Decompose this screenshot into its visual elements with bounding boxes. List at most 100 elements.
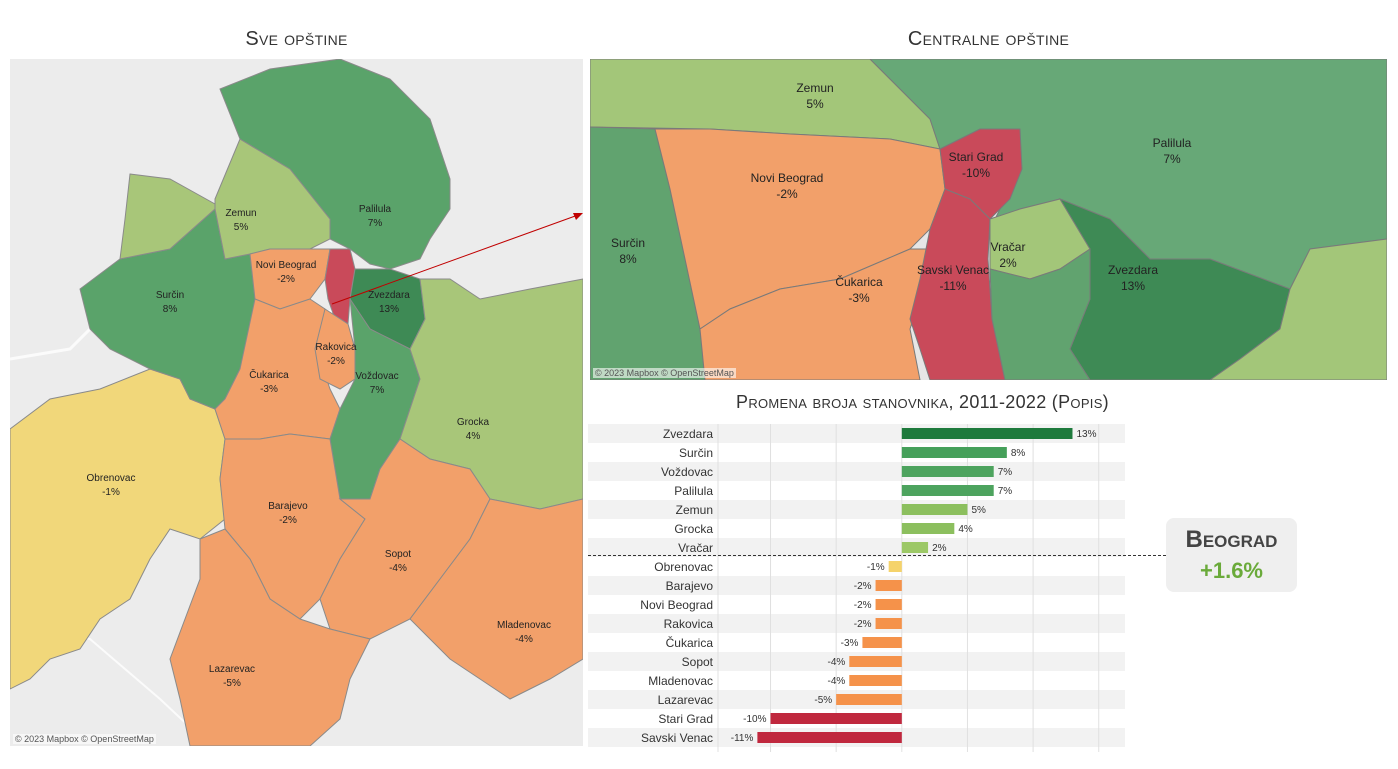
left-label-vo-dovac: Voždovac	[355, 371, 398, 382]
left-label-rakovica: Rakovica	[315, 342, 357, 353]
left-map-credit: © 2023 Mapbox © OpenStreetMap	[13, 734, 156, 744]
bar-category-label: Stari Grad	[658, 712, 713, 726]
bar	[849, 675, 902, 686]
right-map-svg: Zemun 5% Stari Grad -10% Palilula 7% Novi Beog…	[590, 59, 1387, 380]
right-value-palilula: 7%	[1163, 152, 1181, 166]
bar-category-label: Lazarevac	[658, 693, 713, 707]
left-value-novi-beograd: -2%	[277, 274, 295, 285]
bar-category-label: Sopot	[682, 655, 714, 669]
bar-category-label: Grocka	[674, 522, 713, 536]
left-label-zvezdara: Zvezdara	[368, 290, 410, 301]
left-label-lazarevac: Lazarevac	[209, 664, 255, 675]
left-value-sopot: -4%	[389, 563, 407, 574]
bar-category-label: Vračar	[678, 541, 713, 555]
left-value-barajevo: -2%	[279, 515, 297, 526]
left-map[interactable]: Zemun 5% Palilula 7% Novi Beograd -2% Surčin 8%…	[10, 59, 583, 746]
region-vozdovac-central[interactable]	[989, 248, 1091, 380]
right-label-zemun: Zemun	[796, 81, 833, 95]
region-rakovica[interactable]	[314, 308, 356, 390]
region-lazarevac[interactable]	[169, 528, 371, 746]
right-map-credit: © 2023 Mapbox © OpenStreetMap	[593, 368, 736, 378]
bar-value-label: 8%	[1011, 448, 1026, 459]
bar	[875, 580, 902, 591]
left-label-barajevo: Barajevo	[268, 501, 308, 512]
bar-value-label: -1%	[867, 562, 885, 573]
bar-value-label: 7%	[998, 486, 1013, 497]
bar	[901, 447, 1007, 458]
left-value-grocka: 4%	[466, 431, 481, 442]
bar	[901, 523, 955, 534]
region-savski-venac-central[interactable]	[909, 188, 1006, 380]
row-stripe	[588, 614, 1125, 633]
bar	[901, 542, 929, 553]
left-label-sur-in: Surčin	[156, 290, 184, 301]
bar-value-label: -2%	[854, 581, 872, 592]
left-value-palilula: 7%	[368, 218, 383, 229]
zoom-arrow-head	[573, 213, 583, 220]
bar-category-label: Palilula	[674, 484, 713, 498]
right-map-title: Centralne opštine	[907, 28, 1070, 50]
bar	[875, 599, 902, 610]
bar	[888, 561, 902, 572]
bar-category-label: Voždovac	[661, 465, 713, 479]
right-value-savski-venac: -11%	[939, 279, 966, 293]
bar-category-label: Mladenovac	[648, 674, 713, 688]
right-value--ukarica: -3%	[848, 291, 870, 305]
row-stripe	[588, 576, 1125, 595]
bar-value-label: 2%	[932, 543, 947, 554]
left-value-zemun: 5%	[234, 222, 249, 233]
bar-category-label: Barajevo	[666, 579, 714, 593]
bar-category-label: Obrenovac	[654, 560, 713, 574]
left-label-mladenovac: Mladenovac	[497, 620, 551, 631]
summary-value: +1.6%	[1200, 558, 1263, 583]
left-value-lazarevac: -5%	[223, 678, 241, 689]
bar-category-label: Novi Beograd	[640, 598, 713, 612]
bar-category-label: Savski Venac	[641, 731, 713, 745]
right-label--ukarica: Čukarica	[835, 274, 883, 289]
right-value-sur-in: 8%	[619, 252, 637, 266]
right-label-stari-grad: Stari Grad	[949, 150, 1004, 164]
right-value-stari-grad: -10%	[962, 166, 990, 180]
region-palilula[interactable]	[219, 59, 451, 270]
bar-category-label: Zvezdara	[663, 427, 713, 441]
bar-value-label: -2%	[854, 619, 872, 630]
left-map-labels: Zemun 5% Palilula 7% Novi Beograd -2% Surčin 8%…	[87, 204, 551, 689]
left-value-vo-dovac: 7%	[370, 385, 385, 396]
bar-value-label: -10%	[743, 714, 766, 725]
left-label-novi-beograd: Novi Beograd	[256, 260, 317, 271]
right-value-zvezdara: 13%	[1121, 279, 1145, 293]
bar-value-label: -11%	[731, 733, 754, 744]
bar	[849, 656, 902, 667]
left-map-svg: Zemun 5% Palilula 7% Novi Beograd -2% Surčin 8%…	[10, 59, 583, 746]
right-label-sur-in: Surčin	[611, 236, 645, 250]
chart-title: Promena broja stanovnika, 2011-2022 (Pop…	[736, 392, 1109, 412]
right-label-novi-beograd: Novi Beograd	[751, 171, 824, 185]
summary-card: Beograd +1.6%	[1166, 518, 1297, 592]
bar	[901, 428, 1073, 439]
bar-value-label: 4%	[958, 524, 973, 535]
bar-category-label: Zemun	[676, 503, 713, 517]
right-value-zemun: 5%	[806, 97, 824, 111]
bar-category-label: Čukarica	[666, 635, 714, 650]
left-map-title: Sve opštine	[245, 28, 348, 50]
left-label-sopot: Sopot	[385, 549, 411, 560]
zoom-arrow-line	[331, 214, 579, 305]
bar	[875, 618, 902, 629]
right-value-novi-beograd: -2%	[776, 187, 798, 201]
left-label-palilula: Palilula	[359, 204, 392, 215]
bar	[770, 713, 902, 724]
bar-value-label: -2%	[854, 600, 872, 611]
bar	[862, 637, 902, 648]
region-mladenovac[interactable]	[409, 498, 583, 700]
left-label--ukarica: Čukarica	[249, 368, 289, 381]
left-value--ukarica: -3%	[260, 384, 278, 395]
bar-chart: Zvezdara 13% Surčin 8% Voždovac 7% Palilula 7% Z…	[588, 424, 1125, 752]
bar-value-label: 5%	[971, 505, 986, 516]
region-grocka-central[interactable]	[1209, 238, 1387, 380]
summary-label: Beograd	[1185, 526, 1278, 553]
bar-category-label: Rakovica	[664, 617, 714, 631]
right-map[interactable]: Zemun 5% Stari Grad -10% Palilula 7% Novi Beog…	[590, 59, 1387, 380]
right-label-zvezdara: Zvezdara	[1108, 263, 1158, 277]
bar	[901, 504, 968, 515]
row-stripe	[588, 538, 1125, 557]
